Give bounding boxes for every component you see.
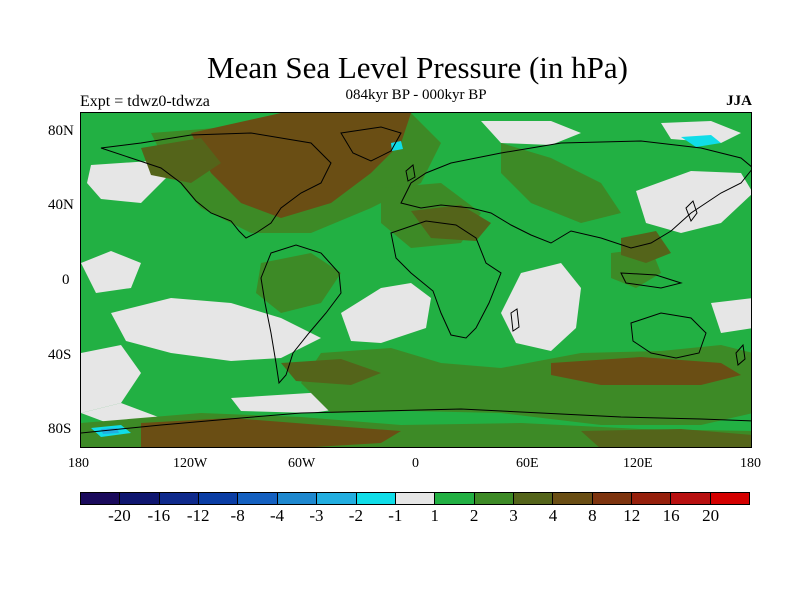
colorbar-label: 12 [623,506,641,525]
colorbar-swatch [277,493,318,504]
colorbar-swatch [592,493,633,504]
chart-title: Mean Sea Level Pressure (in hPa) [207,50,628,85]
lon-label: 60W [288,456,316,471]
field-near-zero [81,345,141,413]
colorbar-label: 4 [548,506,558,525]
south-america-coast [260,244,342,385]
colorbar-label: 20 [702,506,720,525]
field-near-zero [111,298,321,361]
experiment-label: Expt = tdwz0-tdwza [80,93,210,110]
colorbar-label: -4 [269,506,285,525]
field-minus-1 [681,135,721,147]
colorbar-swatch [199,493,239,504]
field-plus-3 [141,418,401,447]
field-plus-2 [501,143,621,223]
indonesia-coast [620,272,683,289]
chart-subtitle: 084kyr BP - 000kyr BP [345,87,487,103]
field-plus-3 [581,429,751,447]
colorbar-swatch [671,493,711,504]
colorbar-label: -8 [230,506,245,525]
field-near-zero [711,298,751,333]
lat-label: 40N [48,197,74,213]
colorbar-swatch [120,493,160,504]
lat-label: 80S [48,421,72,437]
lon-label: 0 [412,456,419,471]
new-zealand-coast [735,343,746,366]
madagascar-coast [510,308,520,332]
season-label: JJA [726,93,752,109]
field-plus-3 [141,138,221,183]
colorbar-swatch [238,493,278,504]
colorbar-swatch [81,493,121,504]
eurasia-coast [400,140,751,249]
colorbar-swatch [513,493,554,504]
colorbar-label: 3 [509,506,518,525]
field-plus-3 [281,359,381,385]
antarctica-coast [81,408,751,434]
lon-label: 180 [740,456,761,471]
colorbar-label: -16 [147,506,171,525]
field-plus-4 [191,113,411,218]
field-plus-3 [411,205,491,241]
greenland-coast [340,126,402,162]
colorbar-label: -2 [348,506,363,525]
colorbar-swatch [474,493,514,504]
colorbar-label: 16 [662,506,680,525]
field-plus-3 [551,357,741,385]
colorbar-swatch [553,493,593,504]
field-near-zero [481,121,581,145]
colorbar-swatch [395,493,436,504]
colorbar-label: 8 [588,506,597,525]
lon-label: 120E [623,456,653,471]
africa-coast [390,220,502,339]
field-plus-2 [256,253,341,313]
field-minus-1 [391,141,403,151]
colorbar-label: 2 [469,506,479,525]
lon-label: 180 [68,456,89,471]
colorbar-swatch [710,493,750,504]
field-near-zero [661,121,741,143]
lat-label: 40S [48,347,72,363]
lat-label: 80N [48,123,74,139]
colorbar-swatch [317,493,357,504]
colorbar-swatch [356,493,396,504]
lon-label: 60E [516,456,539,471]
lon-label: 120W [173,456,208,471]
colorbar-swatch [632,493,672,504]
field-near-zero [341,283,431,343]
colorbar-swatch [159,493,200,504]
japan-coast [685,200,698,223]
field-near-zero [81,251,141,293]
colorbar-label: -20 [108,506,131,525]
colorbar-label: -12 [186,506,210,525]
pressure-anomaly-map [80,112,752,448]
field-near-zero [501,263,581,351]
map-canvas [81,113,751,447]
colorbar-swatch [435,493,475,504]
colorbar-label: -3 [309,506,324,525]
coastlines [81,126,751,434]
north-america-coast [100,132,332,239]
uk-coast [405,164,416,182]
lat-label: 0 [62,272,70,288]
colorbar-label: 1 [430,506,439,525]
colorbar [80,492,750,505]
australia-coast [630,312,707,359]
colorbar-label: -1 [388,506,403,525]
